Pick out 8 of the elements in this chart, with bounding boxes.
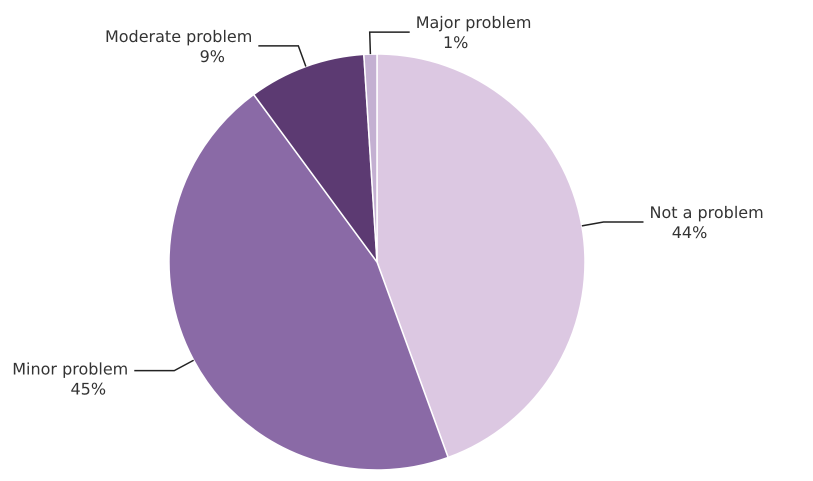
slice-label: Moderate problem bbox=[104, 26, 252, 46]
data-label: 44% bbox=[672, 223, 708, 242]
data-label: 9% bbox=[200, 46, 226, 66]
slice-label: Not a problem bbox=[650, 203, 764, 222]
data-label: 45% bbox=[70, 380, 106, 399]
data-label: 1% bbox=[443, 33, 468, 52]
slice-label: Minor problem bbox=[12, 360, 128, 379]
slice-label: Major problem bbox=[416, 13, 532, 32]
